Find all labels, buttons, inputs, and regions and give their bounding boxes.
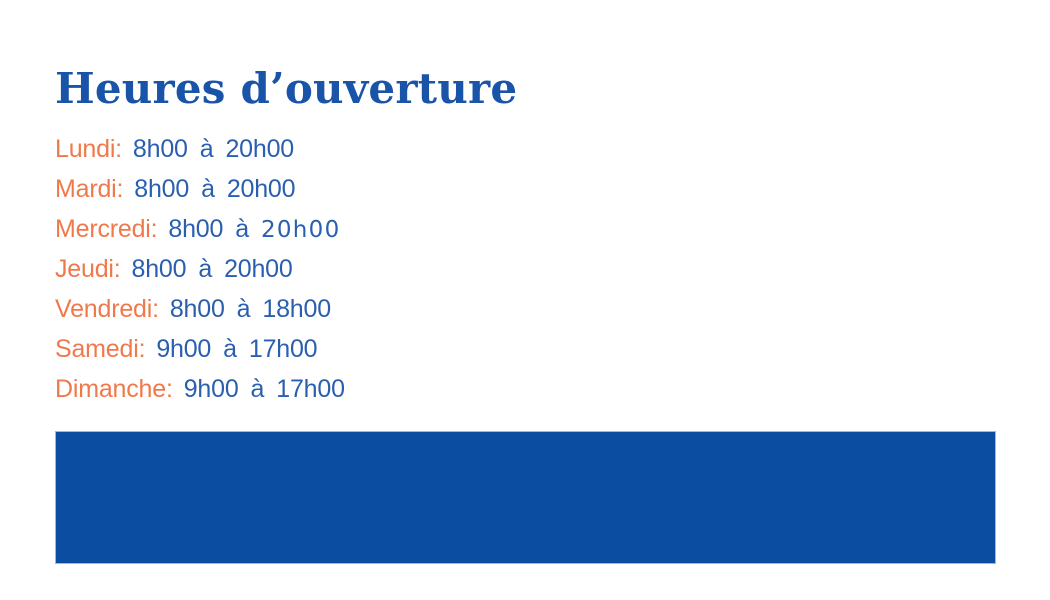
hours-row: Mercredi: 8h00 à 20h00 <box>55 210 996 251</box>
close-time: 17h00 <box>248 334 318 363</box>
time-separator: à <box>199 135 214 163</box>
hours-list: Lundi: 8h00 à 20h00 Mardi: 8h00 à 20h00 Mercre… <box>55 130 996 410</box>
close-time: 18h00 <box>262 295 331 324</box>
close-time: 20h00 <box>260 216 341 243</box>
hours-row: Mardi: 8h00 à 20h00 <box>55 170 996 210</box>
hours-row: Lundi: 8h00 à 20h00 <box>55 130 996 170</box>
open-time: 8h00 <box>168 214 224 243</box>
open-time: 8h00 <box>134 174 190 203</box>
time-separator: à <box>235 214 249 243</box>
opening-hours-section: Heures d’ouverture Lundi: 8h00 à 20h00 Mard… <box>0 68 1050 564</box>
close-time: 20h00 <box>225 135 294 163</box>
open-time: 9h00 <box>156 334 212 363</box>
day-label: Mardi: <box>55 174 124 203</box>
page-title: Heures d’ouverture <box>55 64 518 113</box>
day-label: Vendredi: <box>55 295 159 324</box>
day-label: Mercredi: <box>55 214 158 243</box>
hours-row: Samedi: 9h00 à 17h00 <box>55 330 996 370</box>
open-time: 8h00 <box>169 295 225 324</box>
close-time: 20h00 <box>224 255 293 284</box>
hours-row: Dimanche: 9h00 à 17h00 <box>55 370 996 410</box>
day-label: Dimanche: <box>55 374 173 403</box>
hours-row: Vendredi: 8h00 à 18h00 <box>55 290 996 330</box>
time-separator: à <box>198 255 213 284</box>
day-label: Samedi: <box>55 334 146 363</box>
day-label: Lundi: <box>55 135 122 163</box>
time-separator: à <box>236 295 251 324</box>
time-separator: à <box>223 334 237 363</box>
hours-row: Jeudi: 8h00 à 20h00 <box>55 250 996 290</box>
open-time: 8h00 <box>131 255 187 284</box>
time-separator: à <box>201 174 215 203</box>
open-time: 8h00 <box>132 135 188 163</box>
close-time: 20h00 <box>226 174 296 203</box>
bottom-banner <box>55 430 996 564</box>
day-label: Jeudi: <box>55 255 121 284</box>
time-separator: à <box>250 374 265 403</box>
close-time: 17h00 <box>276 374 345 403</box>
open-time: 9h00 <box>183 374 239 403</box>
